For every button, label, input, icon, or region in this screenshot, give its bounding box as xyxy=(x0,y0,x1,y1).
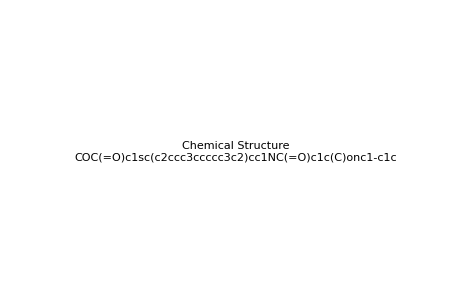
Text: Chemical Structure
COC(=O)c1sc(c2ccc3ccccc3c2)cc1NC(=O)c1c(C)onc1-c1c: Chemical Structure COC(=O)c1sc(c2ccc3ccc… xyxy=(74,141,396,162)
